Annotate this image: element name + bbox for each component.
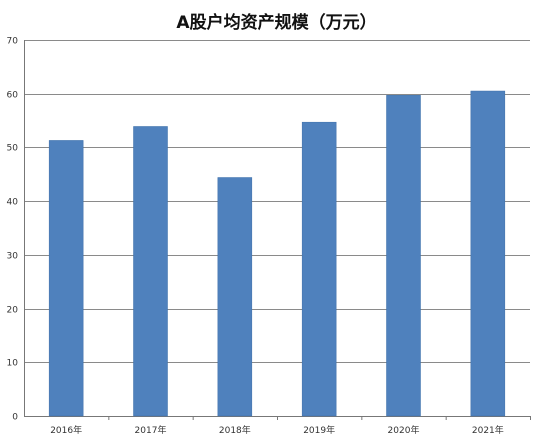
y-tick-label: 70 xyxy=(7,37,19,47)
x-tick-label: 2018年 xyxy=(219,424,251,436)
y-tick-label: 30 xyxy=(7,252,19,262)
bar xyxy=(470,90,506,417)
y-tick-label: 10 xyxy=(7,359,19,369)
x-tick-label: 2019年 xyxy=(303,424,335,436)
x-tick-label: 2016年 xyxy=(50,424,82,436)
y-tick-label: 40 xyxy=(7,198,19,208)
y-tick-label: 20 xyxy=(7,306,19,316)
bar xyxy=(386,95,421,417)
bar xyxy=(48,140,84,417)
bar xyxy=(301,121,337,417)
y-tick-label: 60 xyxy=(7,91,19,101)
x-tick-label: 2017年 xyxy=(135,424,167,436)
x-tick-label: 2021年 xyxy=(472,424,504,436)
bar xyxy=(133,126,168,417)
bar xyxy=(217,177,253,417)
y-tick-label: 50 xyxy=(7,144,19,154)
y-tick-label: 0 xyxy=(12,413,18,423)
x-tick-label: 2020年 xyxy=(388,424,420,436)
chart-title: A股户均资产规模（万元） xyxy=(176,13,377,33)
